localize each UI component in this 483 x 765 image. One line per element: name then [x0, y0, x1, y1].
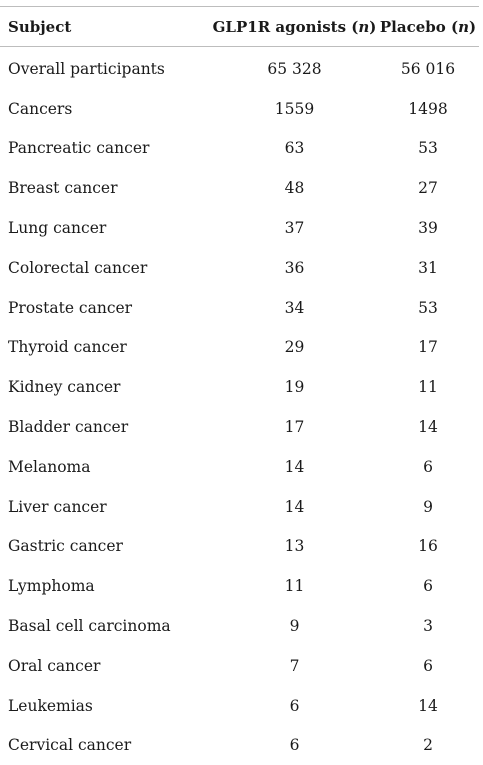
table-header: Subject GLP1R agonists (n) Placebo (n) — [0, 7, 479, 47]
row-placebo-count: 17 — [377, 328, 479, 368]
table-row: Liver cancer 14 9 — [0, 487, 479, 527]
table-row: Kidney cancer 19 11 — [0, 367, 479, 407]
row-glp1r-count: 7 — [212, 646, 377, 686]
table-row: Cervical cancer 6 2 — [0, 726, 479, 765]
table-row: Bladder cancer 17 14 — [0, 407, 479, 447]
row-placebo-count: 53 — [377, 288, 479, 328]
table-row: Prostate cancer 34 53 — [0, 288, 479, 328]
row-subject: Leukemias — [0, 686, 212, 726]
row-placebo-count: 14 — [377, 407, 479, 447]
table-row: Melanoma 14 6 — [0, 447, 479, 487]
row-glp1r-count: 1559 — [212, 89, 377, 129]
row-placebo-count: 39 — [377, 208, 479, 248]
row-subject: Breast cancer — [0, 168, 212, 208]
row-subject: Oral cancer — [0, 646, 212, 686]
table-row: Leukemias 6 14 — [0, 686, 479, 726]
row-glp1r-count: 34 — [212, 288, 377, 328]
row-glp1r-count: 6 — [212, 726, 377, 765]
row-subject: Cancers — [0, 89, 212, 129]
row-glp1r-count: 48 — [212, 168, 377, 208]
header-placebo: Placebo (n) — [377, 7, 479, 47]
table-row: Lymphoma 11 6 — [0, 566, 479, 606]
row-glp1r-count: 13 — [212, 527, 377, 567]
row-placebo-count: 27 — [377, 168, 479, 208]
row-subject: Thyroid cancer — [0, 328, 212, 368]
row-glp1r-count: 9 — [212, 606, 377, 646]
table-row: Gastric cancer 13 16 — [0, 527, 479, 567]
table-row: Thyroid cancer 29 17 — [0, 328, 479, 368]
row-glp1r-count: 17 — [212, 407, 377, 447]
row-subject: Bladder cancer — [0, 407, 212, 447]
table-row: Oral cancer 7 6 — [0, 646, 479, 686]
table-row: Cancers 1559 1498 — [0, 89, 479, 129]
row-glp1r-count: 65 328 — [212, 47, 377, 89]
row-subject: Colorectal cancer — [0, 248, 212, 288]
row-placebo-count: 14 — [377, 686, 479, 726]
row-placebo-count: 6 — [377, 646, 479, 686]
header-glp1r-agonists: GLP1R agonists (n) — [212, 7, 377, 47]
header-placebo-label: Placebo ( — [380, 18, 458, 36]
row-subject: Cervical cancer — [0, 726, 212, 765]
cancer-incidence-table: Subject GLP1R agonists (n) Placebo (n) O… — [0, 6, 479, 765]
row-placebo-count: 6 — [377, 566, 479, 606]
row-placebo-count: 3 — [377, 606, 479, 646]
row-subject: Lymphoma — [0, 566, 212, 606]
row-glp1r-count: 14 — [212, 487, 377, 527]
row-placebo-count: 53 — [377, 129, 479, 169]
row-glp1r-count: 37 — [212, 208, 377, 248]
row-glp1r-count: 11 — [212, 566, 377, 606]
row-placebo-count: 11 — [377, 367, 479, 407]
header-glp1r-close: ) — [369, 18, 376, 36]
table-row: Colorectal cancer 36 31 — [0, 248, 479, 288]
row-subject: Gastric cancer — [0, 527, 212, 567]
row-subject: Liver cancer — [0, 487, 212, 527]
row-subject: Overall participants — [0, 47, 212, 89]
row-glp1r-count: 29 — [212, 328, 377, 368]
row-placebo-count: 31 — [377, 248, 479, 288]
row-subject: Kidney cancer — [0, 367, 212, 407]
header-glp1r-label: GLP1R agonists ( — [213, 18, 359, 36]
table-body: Overall participants 65 328 56 016 Cance… — [0, 47, 479, 765]
header-placebo-close: ) — [469, 18, 476, 36]
row-subject: Lung cancer — [0, 208, 212, 248]
table-row: Pancreatic cancer 63 53 — [0, 129, 479, 169]
row-placebo-count: 2 — [377, 726, 479, 765]
row-placebo-count: 9 — [377, 487, 479, 527]
table-row: Lung cancer 37 39 — [0, 208, 479, 248]
header-glp1r-n: n — [358, 18, 369, 36]
row-glp1r-count: 19 — [212, 367, 377, 407]
header-row: Subject GLP1R agonists (n) Placebo (n) — [0, 7, 479, 47]
table-row: Breast cancer 48 27 — [0, 168, 479, 208]
row-placebo-count: 56 016 — [377, 47, 479, 89]
row-glp1r-count: 63 — [212, 129, 377, 169]
row-glp1r-count: 14 — [212, 447, 377, 487]
row-placebo-count: 1498 — [377, 89, 479, 129]
row-glp1r-count: 6 — [212, 686, 377, 726]
header-placebo-n: n — [458, 18, 469, 36]
row-subject: Prostate cancer — [0, 288, 212, 328]
row-placebo-count: 16 — [377, 527, 479, 567]
table-row: Overall participants 65 328 56 016 — [0, 47, 479, 89]
row-placebo-count: 6 — [377, 447, 479, 487]
row-subject: Melanoma — [0, 447, 212, 487]
row-subject: Basal cell carcinoma — [0, 606, 212, 646]
row-glp1r-count: 36 — [212, 248, 377, 288]
header-subject: Subject — [0, 7, 212, 47]
table-row: Basal cell carcinoma 9 3 — [0, 606, 479, 646]
row-subject: Pancreatic cancer — [0, 129, 212, 169]
